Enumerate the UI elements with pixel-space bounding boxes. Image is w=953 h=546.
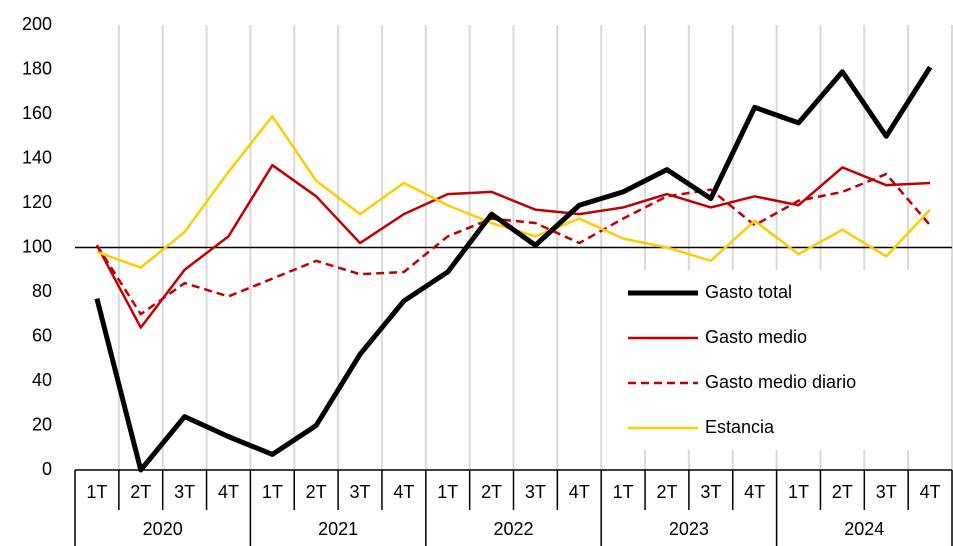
x-tick-label: 2T [832,482,853,502]
x-tick-label: 4T [218,482,239,502]
legend-label: Gasto medio [705,327,807,347]
y-tick-label: 100 [22,236,52,256]
x-tick-label: 3T [876,482,897,502]
x-tick-label: 4T [393,482,414,502]
legend-label: Estancia [705,417,775,437]
legend-label: Gasto medio diario [705,372,856,392]
x-group-label: 2020 [143,519,183,539]
x-tick-label: 2T [656,482,677,502]
y-tick-label: 0 [42,459,52,479]
y-tick-label: 160 [22,103,52,123]
x-tick-label: 3T [174,482,195,502]
x-tick-label: 1T [613,482,634,502]
x-tick-label: 1T [86,482,107,502]
series-line [95,172,932,316]
legend-box [615,270,937,450]
y-tick-label: 140 [22,147,52,167]
x-tick-label: 2T [306,482,327,502]
x-tick-label: 1T [262,482,283,502]
x-tick-label: 1T [437,482,458,502]
y-tick-label: 20 [32,414,52,434]
x-tick-label: 3T [350,482,371,502]
x-group-label: 2024 [844,519,884,539]
x-tick-label: 4T [569,482,590,502]
y-tick-label: 60 [32,325,52,345]
x-group-label: 2021 [318,519,358,539]
x-tick-label: 3T [525,482,546,502]
series-line [95,163,931,329]
y-tick-label: 120 [22,192,52,212]
x-tick-label: 2T [130,482,151,502]
y-tick-label: 40 [32,370,52,390]
y-tick-label: 200 [22,14,52,34]
x-tick-label: 4T [920,482,941,502]
x-tick-label: 2T [481,482,502,502]
y-tick-label: 180 [22,58,52,78]
x-tick-label: 4T [744,482,765,502]
x-group-label: 2023 [669,519,709,539]
x-group-label: 2022 [493,519,533,539]
series-line [94,65,933,473]
x-tick-label: 3T [700,482,721,502]
legend-label: Gasto total [705,282,792,302]
x-tick-label: 1T [788,482,809,502]
y-tick-label: 80 [32,281,52,301]
